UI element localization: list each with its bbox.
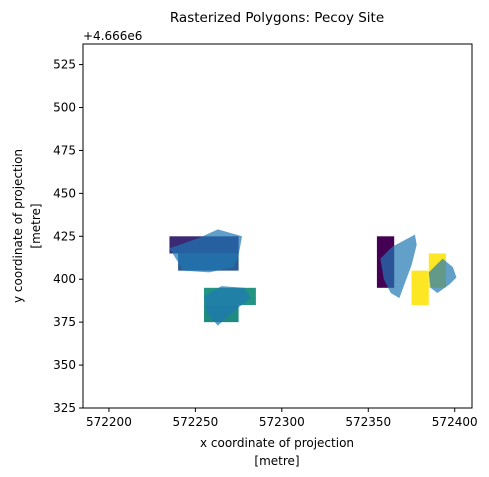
x-axis: 572200 572250 572300 572350 572400 bbox=[86, 408, 478, 429]
raster-cell-5 bbox=[411, 270, 429, 305]
y-tick-label: 375 bbox=[53, 315, 76, 329]
x-tick-label: 572200 bbox=[86, 415, 132, 429]
y-tick-label: 475 bbox=[53, 143, 76, 157]
y-offset-label: +4.666e6 bbox=[83, 29, 142, 43]
x-tick-label: 572350 bbox=[345, 415, 391, 429]
y-tick-label: 400 bbox=[53, 272, 76, 286]
y-tick-label: 450 bbox=[53, 186, 76, 200]
y-tick-label: 325 bbox=[53, 401, 76, 415]
polygon-3 bbox=[428, 258, 457, 293]
y-tick-label: 350 bbox=[53, 358, 76, 372]
y-axis-label-line2: [metre] bbox=[29, 203, 43, 248]
x-tick-label: 572250 bbox=[172, 415, 218, 429]
x-axis-label-line1: x coordinate of projection bbox=[200, 436, 354, 450]
polygon-0 bbox=[169, 229, 243, 273]
plot-frame bbox=[82, 43, 473, 409]
y-tick-label: 525 bbox=[53, 58, 76, 72]
x-tick-label: 572400 bbox=[432, 415, 478, 429]
chart-title: Rasterized Polygons: Pecoy Site bbox=[170, 10, 384, 26]
y-axis: 325 350 375 400 425 450 475 500 525 bbox=[53, 58, 83, 415]
plot-area bbox=[169, 229, 457, 326]
x-axis-label-line2: [metre] bbox=[254, 454, 299, 468]
y-tick-label: 425 bbox=[53, 229, 76, 243]
y-tick-label: 500 bbox=[53, 101, 76, 115]
y-axis-label-line1: y coordinate of projection bbox=[11, 149, 25, 303]
polygon-1 bbox=[204, 286, 251, 326]
polygon-2 bbox=[380, 234, 417, 299]
x-tick-label: 572300 bbox=[259, 415, 305, 429]
